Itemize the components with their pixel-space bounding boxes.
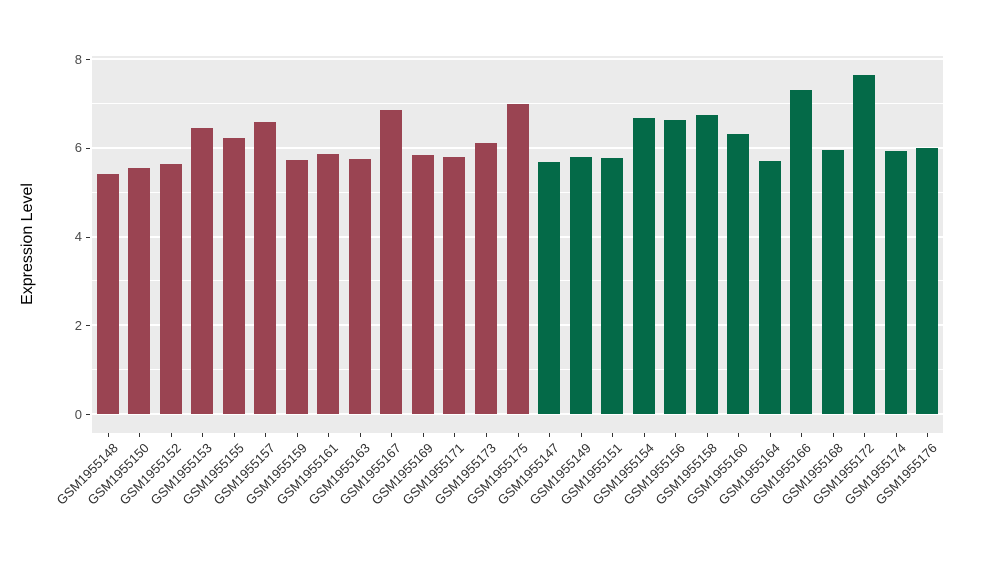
x-tick-mark — [864, 433, 866, 437]
bar-GSM1955173 — [474, 142, 497, 414]
bar-GSM1955149 — [569, 156, 592, 414]
x-tick-mark — [328, 433, 330, 437]
bar-GSM1955147 — [538, 161, 561, 414]
bar-GSM1955155 — [222, 138, 245, 414]
bar-GSM1955176 — [916, 148, 939, 414]
y-tick-label: 0 — [74, 406, 82, 422]
bar-GSM1955160 — [727, 133, 750, 414]
x-tick-mark — [832, 433, 834, 437]
x-tick-mark — [801, 433, 803, 437]
y-tick-mark — [86, 325, 90, 327]
bar-GSM1955163 — [348, 158, 371, 414]
bar-GSM1955168 — [821, 150, 844, 414]
x-tick-mark — [454, 433, 456, 437]
x-tick-mark — [738, 433, 740, 437]
x-tick-mark — [139, 433, 141, 437]
x-tick-mark — [706, 433, 708, 437]
x-tick-mark — [549, 433, 551, 437]
x-tick-mark — [643, 433, 645, 437]
bar-GSM1955174 — [884, 151, 907, 414]
y-tick-mark — [86, 414, 90, 415]
bar-GSM1955157 — [254, 122, 277, 414]
plot-panel — [92, 56, 943, 433]
minor-gridline — [92, 102, 943, 104]
bar-GSM1955159 — [285, 160, 308, 414]
x-tick-mark — [233, 433, 235, 437]
x-tick-mark — [107, 433, 109, 437]
major-gridline — [92, 58, 943, 60]
x-tick-mark — [485, 433, 487, 437]
x-tick-mark — [927, 433, 929, 437]
x-tick-mark — [675, 433, 677, 437]
bar-GSM1955169 — [411, 155, 434, 414]
x-tick-mark — [170, 433, 172, 437]
bar-GSM1955151 — [601, 157, 624, 414]
y-tick-mark — [86, 59, 90, 60]
x-tick-mark — [265, 433, 267, 437]
bar-GSM1955158 — [695, 115, 718, 414]
bar-GSM1955166 — [790, 90, 813, 414]
y-tick-mark — [86, 147, 90, 149]
y-tick-label: 8 — [74, 51, 82, 67]
y-axis-title: Expression Level — [19, 183, 36, 305]
x-tick-mark — [580, 433, 582, 437]
bar-GSM1955175 — [506, 104, 529, 414]
bar-GSM1955154 — [632, 117, 655, 414]
x-tick-mark — [895, 433, 897, 437]
bar-GSM1955161 — [317, 153, 340, 414]
x-tick-mark — [391, 433, 393, 437]
major-gridline — [92, 413, 943, 415]
x-tick-mark — [422, 433, 424, 437]
y-tick-label: 2 — [74, 317, 82, 333]
y-tick-label: 4 — [74, 229, 82, 244]
bar-GSM1955153 — [191, 128, 214, 414]
bar-GSM1955148 — [96, 174, 119, 414]
bar-GSM1955164 — [758, 160, 781, 414]
bar-GSM1955156 — [664, 119, 687, 414]
x-tick-mark — [359, 433, 361, 437]
x-tick-mark — [202, 433, 204, 437]
bar-GSM1955167 — [380, 109, 403, 414]
bar-GSM1955150 — [128, 167, 151, 414]
bar-GSM1955171 — [443, 157, 466, 414]
x-tick-mark — [517, 433, 519, 437]
bar-GSM1955152 — [159, 164, 182, 414]
x-tick-mark — [769, 433, 771, 437]
bar-GSM1955172 — [853, 74, 876, 414]
x-tick-mark — [612, 433, 614, 437]
y-tick-mark — [86, 236, 90, 238]
y-tick-label: 6 — [74, 140, 82, 156]
x-tick-mark — [296, 433, 298, 437]
